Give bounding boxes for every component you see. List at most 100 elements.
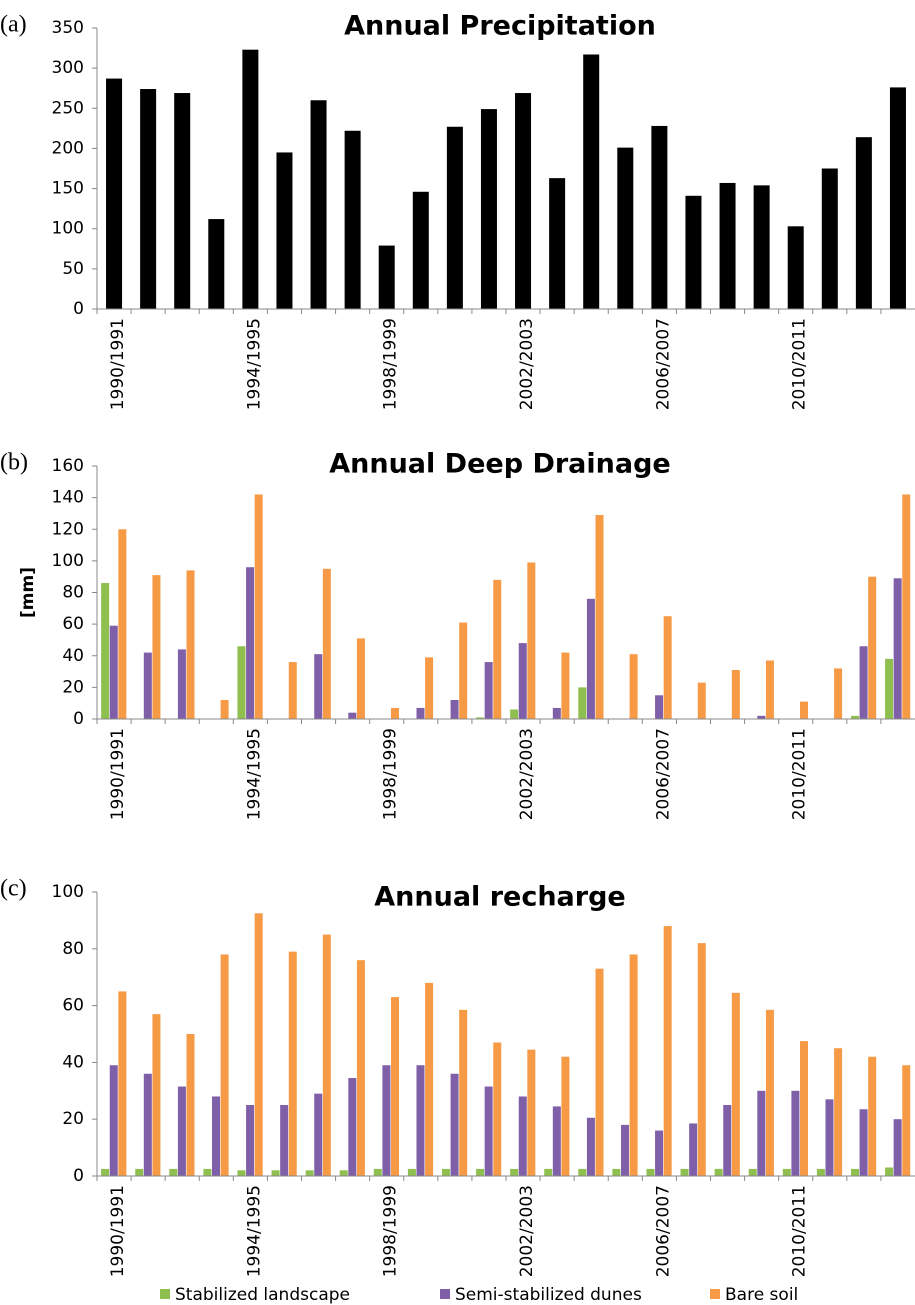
bar <box>583 54 600 309</box>
bar <box>441 1168 450 1176</box>
bar <box>680 1168 689 1176</box>
bar <box>484 1086 493 1176</box>
bar <box>356 960 365 1176</box>
bar <box>288 662 297 719</box>
bar <box>177 649 186 719</box>
bar <box>220 954 229 1176</box>
bar <box>816 1168 825 1176</box>
bar <box>416 707 425 719</box>
bar <box>885 658 894 719</box>
bar <box>186 570 195 719</box>
bar <box>391 997 400 1176</box>
bar <box>412 191 429 309</box>
bar <box>186 1034 195 1176</box>
bar <box>748 1168 757 1176</box>
bar <box>135 1168 144 1176</box>
bar <box>106 78 123 309</box>
bar <box>527 1049 536 1176</box>
bar <box>101 583 110 719</box>
y-tick-label: 0 <box>73 709 84 729</box>
bar <box>629 954 638 1176</box>
y-tick-label: 80 <box>62 939 84 959</box>
bar <box>800 1041 809 1176</box>
bar <box>118 991 127 1176</box>
bar <box>655 695 664 719</box>
x-tick-label: 2010/2011 <box>790 318 810 410</box>
bar <box>515 93 532 309</box>
y-tick-label: 120 <box>52 519 84 539</box>
x-tick-label: 1994/1995 <box>244 318 264 410</box>
bar <box>484 662 493 719</box>
bar <box>855 137 872 309</box>
bar <box>305 1170 314 1176</box>
bar <box>382 1065 391 1176</box>
bar <box>314 654 323 719</box>
bar <box>850 715 859 719</box>
x-tick-label: 1998/1999 <box>381 318 401 410</box>
bar <box>782 1168 791 1176</box>
bar <box>450 1073 459 1176</box>
bar <box>143 652 152 719</box>
x-tick-label: 1998/1999 <box>381 1185 401 1277</box>
bar <box>459 622 468 719</box>
bar <box>140 89 157 309</box>
bar <box>518 1096 527 1176</box>
bar <box>731 992 740 1176</box>
bar <box>118 529 127 719</box>
bar <box>731 669 740 719</box>
bar <box>595 968 604 1176</box>
bar <box>109 625 118 719</box>
panel-label: (c) <box>0 876 27 902</box>
bar <box>834 668 843 719</box>
bar <box>322 568 331 719</box>
y-tick-label: 300 <box>52 58 84 78</box>
x-tick-label: 2002/2003 <box>517 1185 537 1277</box>
bar <box>391 707 400 719</box>
bar <box>850 1168 859 1176</box>
x-tick-label: 1994/1995 <box>244 728 264 820</box>
y-tick-label: 100 <box>52 219 84 239</box>
bar <box>373 1168 382 1176</box>
bar <box>493 579 502 719</box>
bar <box>765 660 774 719</box>
bar <box>416 1065 425 1176</box>
y-tick-label: 50 <box>62 259 84 279</box>
x-tick-label: 2006/2007 <box>653 728 673 820</box>
bar <box>237 1170 246 1176</box>
bar <box>697 682 706 719</box>
bar <box>561 1056 570 1176</box>
bar <box>549 178 566 309</box>
bar <box>889 87 906 309</box>
bar <box>629 654 638 719</box>
bar <box>276 152 293 309</box>
bar <box>544 1168 553 1176</box>
bar <box>646 1168 655 1176</box>
bar <box>552 707 561 719</box>
legend-swatch <box>440 1289 450 1299</box>
bar <box>821 168 838 309</box>
bar <box>663 926 672 1176</box>
y-tick-label: 150 <box>52 179 84 199</box>
bar <box>425 982 434 1176</box>
bar <box>246 567 255 719</box>
legend-label: Bare soil <box>725 1285 798 1305</box>
bar <box>663 616 672 719</box>
bar <box>612 1168 621 1176</box>
bar <box>868 576 877 719</box>
bar <box>476 717 485 719</box>
legend-swatch <box>160 1289 170 1299</box>
bar <box>143 1073 152 1176</box>
bar <box>254 913 263 1176</box>
bar <box>152 575 161 719</box>
y-tick-label: 140 <box>52 488 84 508</box>
bar <box>310 100 327 309</box>
bar <box>169 1168 178 1176</box>
y-tick-label: 100 <box>52 882 84 902</box>
bar <box>356 638 365 719</box>
bar <box>753 185 770 309</box>
bar <box>893 1119 902 1176</box>
bar <box>237 646 246 719</box>
bar <box>177 1086 186 1176</box>
y-axis-label: [mm] <box>18 567 38 618</box>
